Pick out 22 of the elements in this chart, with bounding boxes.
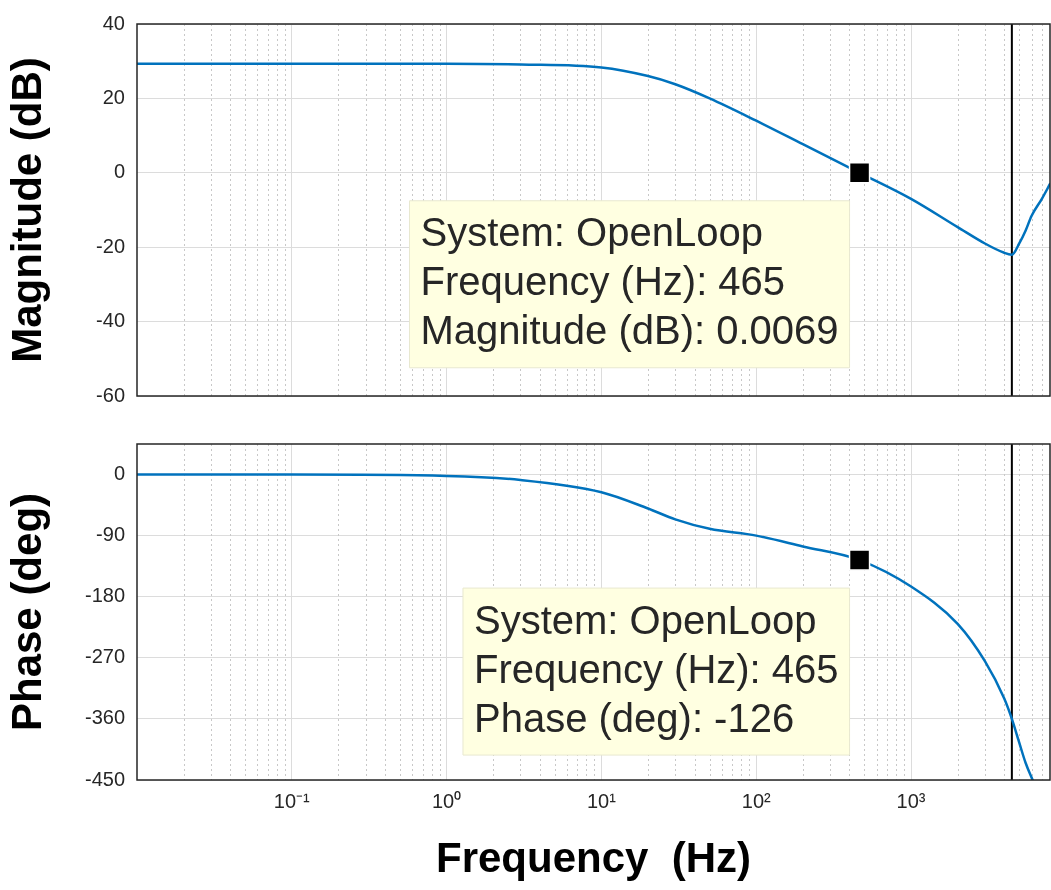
x-tick-label: 10⁻¹ (273, 789, 311, 812)
annotation: System: OpenLoop Frequency (Hz): 465 Magnitude (dB): 0.0069 (420, 210, 839, 353)
y-tick-label: -20 (96, 234, 125, 257)
y-tick-label: -90 (96, 523, 125, 546)
y-axis-title: Phase (deg) (2, 492, 50, 732)
y-tick-label: 20 (102, 85, 125, 108)
y-tick-label: -60 (96, 383, 125, 406)
y-tick-label: -180 (84, 584, 125, 607)
y-tick-label: -450 (84, 767, 125, 790)
y-tick-label: -360 (84, 706, 125, 729)
annotation: System: OpenLoop Frequency (Hz): 465 Phase (deg): -126 (473, 597, 839, 740)
y-tick-label: 0 (113, 462, 125, 485)
y-tick-label: -270 (84, 645, 125, 668)
x-axis-title: Frequency (Hz) (435, 834, 752, 882)
y-axis-title: Magnitude (dB) (2, 57, 50, 363)
x-tick-label: 10⁰ (431, 789, 462, 812)
x-tick-label: 10¹ (586, 789, 617, 812)
y-tick-label: -40 (96, 309, 125, 332)
x-tick-label: 10² (741, 789, 772, 812)
y-tick-label: 0 (113, 160, 125, 183)
y-tick-label: 40 (102, 11, 125, 34)
x-tick-label: 10³ (896, 789, 926, 812)
